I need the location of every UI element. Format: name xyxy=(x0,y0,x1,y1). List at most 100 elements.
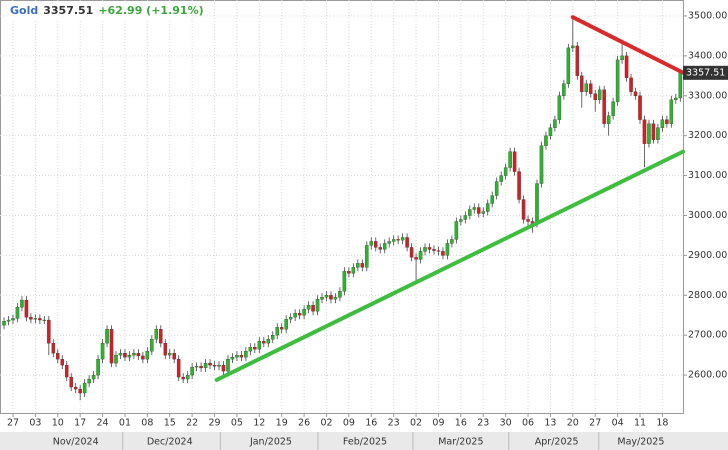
candle-body xyxy=(279,327,284,330)
candle-body xyxy=(575,45,580,76)
candle-body xyxy=(450,239,454,244)
x-tick-label: 24 xyxy=(97,418,109,429)
candle-body xyxy=(217,364,221,367)
candle-body xyxy=(356,263,360,268)
candle-body xyxy=(297,313,302,316)
x-tick-label: 20 xyxy=(567,418,579,429)
candle-body xyxy=(190,366,194,376)
candle-body xyxy=(64,364,69,378)
candle-body xyxy=(557,95,562,120)
candle-body xyxy=(20,299,24,308)
candle-body xyxy=(414,257,418,260)
candle-body xyxy=(60,358,65,366)
candle-body xyxy=(588,83,593,94)
candle-body xyxy=(418,251,423,260)
candle-body xyxy=(6,319,11,322)
x-tick-label: 12 xyxy=(253,418,265,429)
candle-body xyxy=(230,356,235,360)
x-tick-label: 03 xyxy=(29,418,41,429)
candle-body xyxy=(674,97,678,100)
candle-body xyxy=(477,207,481,214)
candle-body xyxy=(544,135,548,146)
candle-body xyxy=(69,376,73,388)
candle-body xyxy=(499,175,503,182)
candle-body xyxy=(333,297,338,300)
candle-body xyxy=(548,127,553,136)
month-label: Apr/2025 xyxy=(535,437,579,448)
candle-body xyxy=(132,352,136,356)
candle-body xyxy=(432,249,436,251)
candle-body xyxy=(208,362,212,366)
candle-body xyxy=(306,305,311,310)
candle-body xyxy=(150,339,154,352)
trend-line xyxy=(570,15,685,75)
candle-body xyxy=(181,376,185,380)
x-tick-label: 16 xyxy=(455,418,467,429)
candle-body xyxy=(141,355,145,360)
candle-body xyxy=(118,352,123,356)
candle-body xyxy=(167,352,172,356)
candle-body xyxy=(374,241,378,248)
candle-body xyxy=(176,358,181,378)
candle-body xyxy=(235,354,239,358)
candle-body xyxy=(669,99,674,124)
x-tick-label: 04 xyxy=(612,418,624,429)
candle-body xyxy=(159,329,163,344)
candle-body xyxy=(584,83,589,92)
candle-body xyxy=(248,347,253,352)
candle-body xyxy=(387,241,391,244)
candle-body xyxy=(288,317,293,320)
x-tick-label: 11 xyxy=(634,418,646,429)
candle-body xyxy=(271,335,275,340)
candle-body xyxy=(203,362,208,369)
candle-body xyxy=(262,341,266,344)
candle-body xyxy=(624,55,629,78)
candle-body xyxy=(360,263,365,268)
candle-body xyxy=(602,89,606,124)
x-tick-label: 27 xyxy=(7,418,19,429)
candle-body xyxy=(244,350,248,358)
x-tick-label: 29 xyxy=(208,418,220,429)
x-tick-label: 30 xyxy=(500,418,512,429)
candle-body xyxy=(91,374,96,380)
candle-body xyxy=(468,209,472,216)
candle-body xyxy=(105,329,109,344)
candle-body xyxy=(517,171,521,200)
candle-body xyxy=(239,354,244,358)
candle-body xyxy=(427,247,432,250)
candle-body xyxy=(311,305,315,312)
candle-body xyxy=(472,207,477,210)
candle-body xyxy=(566,47,571,84)
candle-body xyxy=(275,327,279,336)
candle-body xyxy=(87,378,91,384)
candle-body xyxy=(253,347,257,350)
candle-body xyxy=(82,382,87,394)
candle-body xyxy=(2,321,6,326)
x-tick-label: 01 xyxy=(119,418,131,429)
y-tick-label: 3100.00 xyxy=(688,170,727,181)
candle-body xyxy=(629,77,633,92)
candle-body xyxy=(369,241,374,246)
candle-body xyxy=(100,343,105,360)
candle-body xyxy=(212,364,217,367)
candle-body xyxy=(638,95,642,120)
y-tick-label: 3400.00 xyxy=(688,50,727,61)
candle-body xyxy=(485,203,490,212)
candle-body xyxy=(597,89,602,100)
candle-body xyxy=(266,339,271,344)
candle-body xyxy=(329,295,333,300)
x-tick-label: 09 xyxy=(343,418,355,429)
header-bg xyxy=(4,3,184,19)
candle-body xyxy=(365,245,369,268)
candle-body xyxy=(490,195,494,204)
candle-body xyxy=(284,319,288,330)
candle-body xyxy=(257,341,262,350)
candle-body xyxy=(29,317,33,320)
candle-body xyxy=(96,358,100,376)
x-tick-label: 05 xyxy=(231,418,243,429)
x-tick-label: 02 xyxy=(320,418,332,429)
x-tick-label: 19 xyxy=(276,418,288,429)
y-tick-label: 3000.00 xyxy=(688,210,727,221)
